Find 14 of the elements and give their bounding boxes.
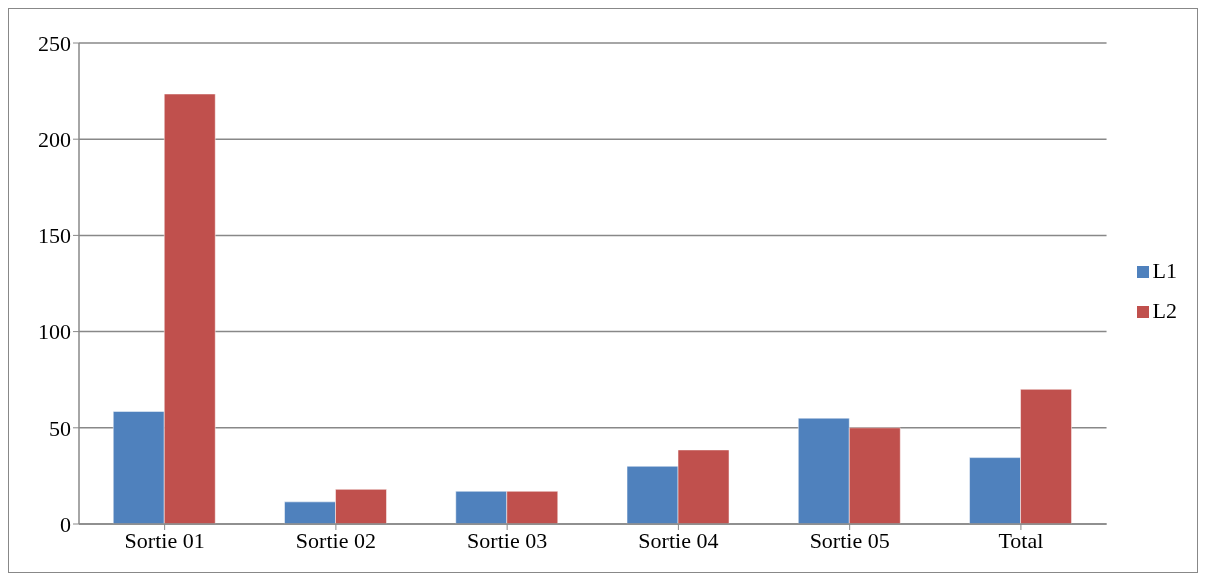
y-tick-label: 150: [38, 223, 71, 249]
x-tick-label: Sortie 02: [295, 527, 376, 553]
y-tick-label: 200: [38, 127, 71, 153]
legend-label: L2: [1152, 297, 1177, 323]
x-tick-label: Sortie 03: [467, 527, 548, 553]
x-tick-label: Sortie 05: [809, 527, 890, 553]
y-tick-label: 50: [49, 415, 71, 441]
legend-label: L1: [1152, 257, 1177, 283]
x-tick-label: Total: [998, 527, 1044, 553]
x-tick-label: Sortie 04: [638, 527, 719, 553]
y-tick-label: 250: [38, 30, 71, 56]
x-tick-label: Sortie 01: [124, 527, 205, 553]
y-tick-label: 0: [60, 511, 71, 537]
y-tick-label: 100: [38, 319, 71, 345]
